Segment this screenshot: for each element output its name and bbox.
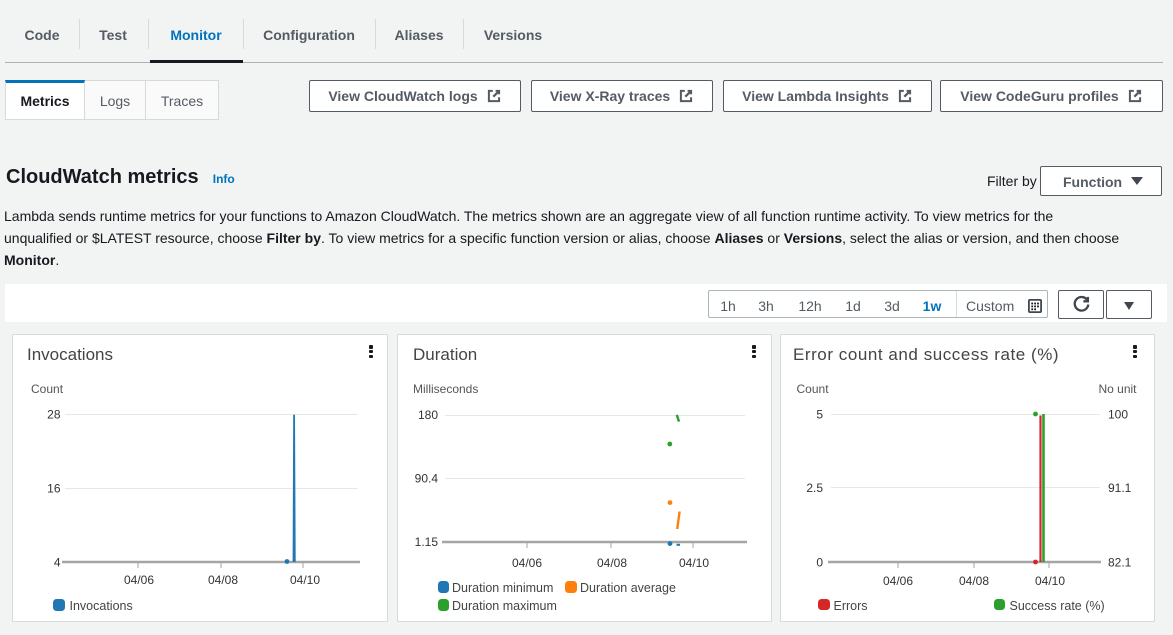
svg-text:Count: Count bbox=[797, 382, 830, 396]
svg-text:04/06: 04/06 bbox=[124, 573, 154, 587]
svg-text:16: 16 bbox=[47, 482, 61, 496]
svg-text:91.1: 91.1 bbox=[1108, 481, 1132, 495]
svg-text:5: 5 bbox=[816, 408, 823, 422]
svg-text:No unit: No unit bbox=[1098, 382, 1137, 396]
svg-text:Milliseconds: Milliseconds bbox=[413, 382, 478, 396]
svg-text:2.5: 2.5 bbox=[806, 481, 823, 495]
svg-text:04/10: 04/10 bbox=[290, 573, 320, 587]
svg-text:04/08: 04/08 bbox=[597, 556, 627, 570]
svg-text:0: 0 bbox=[816, 556, 823, 570]
svg-text:28: 28 bbox=[47, 408, 61, 422]
svg-text:180: 180 bbox=[418, 408, 438, 422]
svg-text:90.4: 90.4 bbox=[415, 472, 439, 486]
svg-text:04/10: 04/10 bbox=[679, 556, 709, 570]
svg-text:04/10: 04/10 bbox=[1035, 574, 1065, 588]
svg-text:82.1: 82.1 bbox=[1108, 556, 1132, 570]
svg-text:100: 100 bbox=[1108, 408, 1128, 422]
svg-text:04/06: 04/06 bbox=[883, 574, 913, 588]
svg-text:Count: Count bbox=[31, 382, 64, 396]
svg-text:4: 4 bbox=[54, 556, 61, 570]
svg-text:04/08: 04/08 bbox=[208, 573, 238, 587]
svg-text:04/08: 04/08 bbox=[959, 574, 989, 588]
svg-text:1.15: 1.15 bbox=[415, 535, 439, 549]
svg-text:04/06: 04/06 bbox=[512, 556, 542, 570]
